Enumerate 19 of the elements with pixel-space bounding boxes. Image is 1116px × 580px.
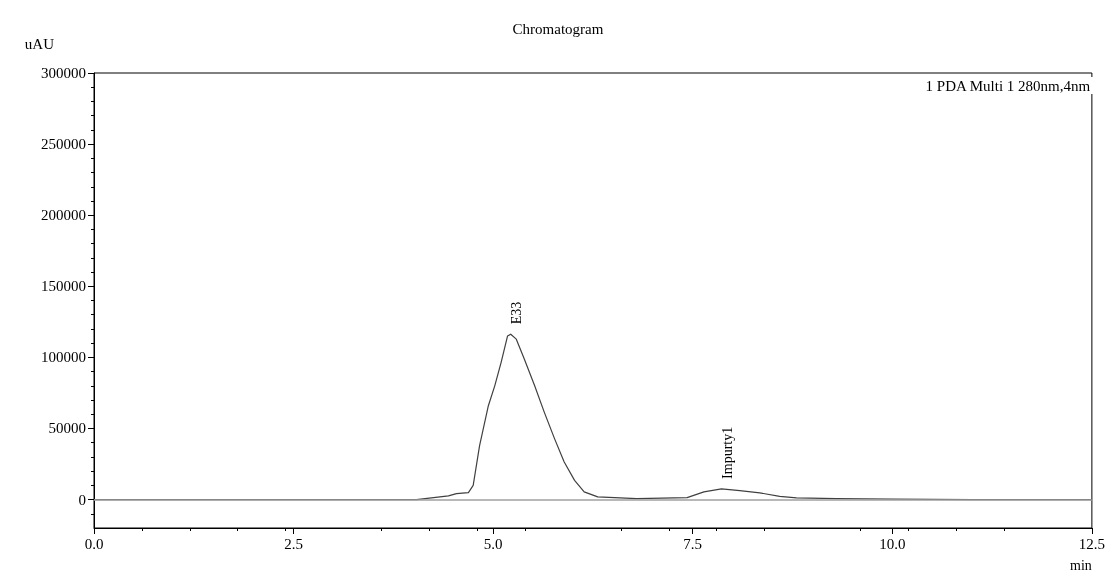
chart-title: Chromatogram (512, 20, 604, 37)
y-axis-title: uAU (24, 35, 55, 52)
y-tick-label: 100000 (41, 349, 86, 366)
annotation: Impurty1 (719, 426, 735, 479)
x-tick-label: 7.5 (683, 535, 703, 552)
x-tick-label: 12.5 (1078, 535, 1105, 552)
y-tick-label: 50000 (48, 420, 86, 437)
annotation: 1 PDA Multi 1 280nm,4nm (925, 77, 1091, 94)
x-axis-title: min (1070, 557, 1092, 573)
x-tick-label: 2.5 (284, 535, 303, 552)
x-tick-label: 0.0 (84, 535, 104, 552)
x-tick-label: 10.0 (879, 535, 906, 552)
x-tick-label: 5.0 (483, 535, 503, 552)
y-tick-label: 250000 (41, 136, 86, 153)
y-tick-label: 300000 (41, 65, 86, 81)
annotation: E33 (509, 301, 525, 325)
y-tick-label: 0 (78, 491, 86, 508)
y-tick-label: 150000 (41, 278, 86, 295)
y-tick-label: 200000 (41, 207, 86, 224)
